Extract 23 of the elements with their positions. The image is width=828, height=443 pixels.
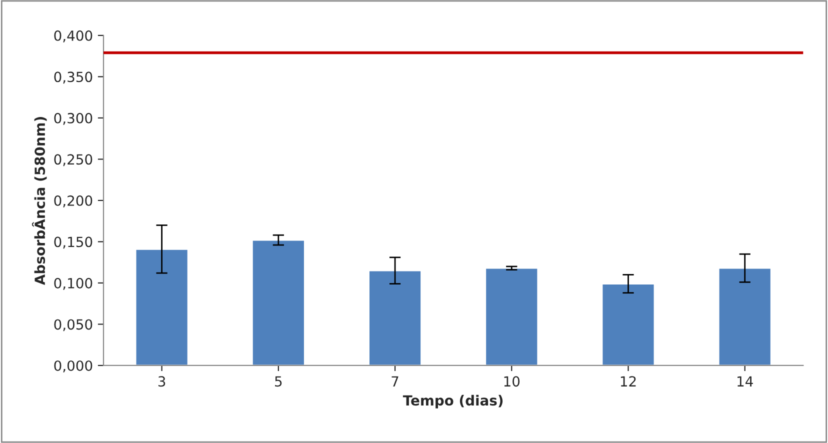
x-tick-label: 12 [620, 376, 636, 386]
y-tick-label: 0,250 [54, 154, 92, 166]
y-tick-label: 0,150 [54, 236, 92, 249]
bar [368, 270, 422, 366]
y-tick-label: 0,350 [54, 72, 92, 84]
bar [718, 267, 772, 366]
y-tick-label: 0,000 [54, 360, 92, 372]
bar [601, 283, 656, 366]
y-tick-label: 0,050 [54, 319, 92, 332]
x-tick-label: 5 [275, 376, 282, 387]
x-axis-title: Tempo (dias) [402, 394, 503, 408]
bar [134, 248, 189, 366]
bar [484, 267, 539, 366]
y-tick-label: 0,200 [54, 195, 92, 208]
y-tick-label: 0,100 [54, 278, 92, 290]
y-axis-title: AbsorbÂncia (580nm) [32, 117, 47, 285]
bar [251, 239, 306, 366]
y-tick-label: 0,400 [54, 30, 92, 42]
x-tick-label: 3 [158, 376, 166, 387]
x-tick-label: 14 [738, 376, 753, 386]
x-tick-label: 7 [392, 376, 398, 386]
y-tick-label: 0,300 [54, 112, 92, 125]
x-tick-label: 10 [504, 376, 520, 387]
